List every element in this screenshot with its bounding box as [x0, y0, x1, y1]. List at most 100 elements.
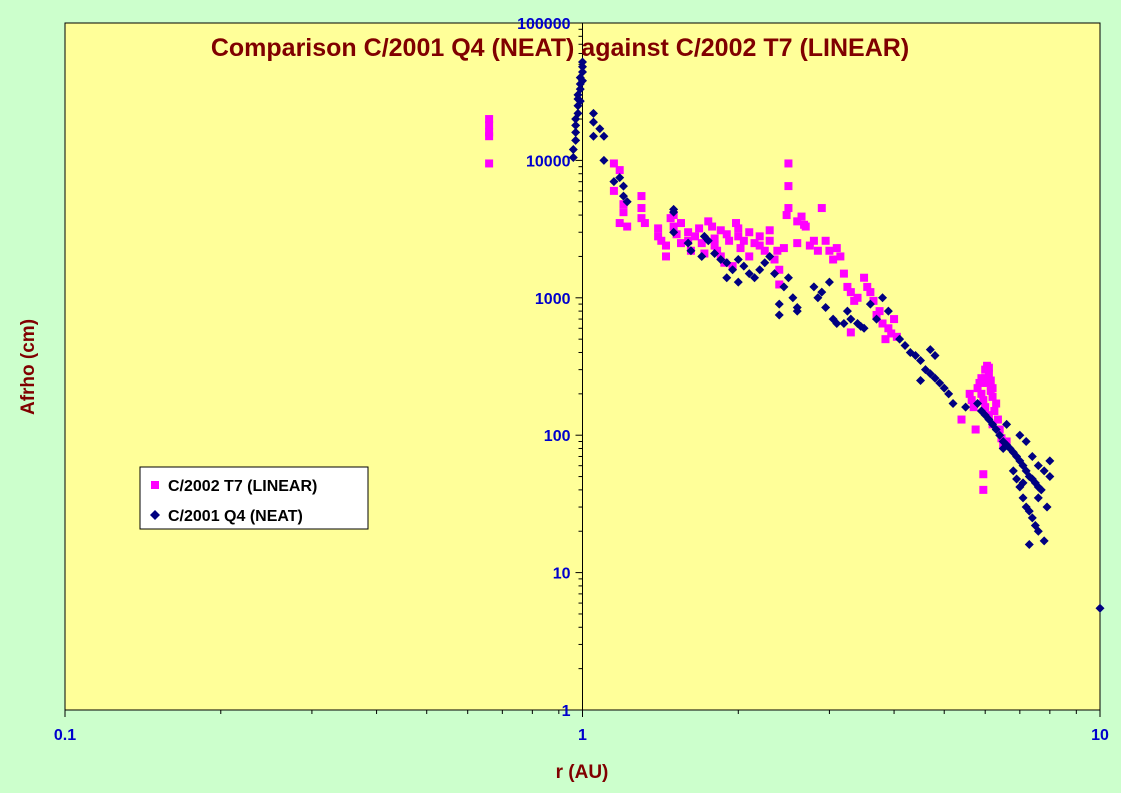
data-point-series-2 [846, 314, 856, 324]
data-point-series-2 [878, 293, 888, 303]
data-point-series-1 [755, 241, 764, 250]
data-point-series-1 [860, 273, 869, 282]
axes: 0.1 1 10 1 10 100 1000 10000 100000 [54, 16, 1109, 744]
data-point-series-2 [744, 269, 754, 279]
data-point-series-1 [846, 288, 855, 297]
data-point-series-2 [842, 306, 852, 316]
data-marks [485, 57, 1105, 613]
data-point-series-1 [892, 332, 901, 341]
data-point-series-2 [669, 227, 679, 237]
data-point-series-2 [935, 378, 945, 388]
data-point-series-2 [578, 76, 587, 86]
data-point-series-1 [990, 407, 999, 416]
data-point-series-1 [609, 159, 618, 168]
data-point-series-2 [571, 120, 581, 130]
data-point-series-2 [575, 96, 585, 106]
legend-marker-series-2 [150, 510, 160, 520]
legend: C/2002 T7 (LINEAR) C/2001 Q4 (NEAT) [139, 466, 369, 530]
data-point-series-1 [697, 239, 706, 248]
data-point-series-1 [981, 403, 990, 412]
data-point-series-2 [824, 277, 834, 287]
data-point-series-2 [618, 191, 628, 201]
data-point-series-2 [1008, 466, 1018, 476]
data-point-series-1 [986, 376, 995, 385]
data-point-series-1 [793, 239, 802, 248]
data-point-series-1 [619, 208, 628, 217]
y-tick-label: 1 [562, 703, 571, 720]
data-point-series-2 [765, 251, 775, 261]
data-point-series-1 [722, 230, 731, 239]
data-point-series-2 [839, 319, 849, 329]
data-point-series-2 [722, 273, 732, 283]
data-point-series-1 [739, 236, 748, 245]
data-point-series-1 [881, 335, 890, 344]
data-point-series-1 [710, 234, 719, 243]
data-point-series-2 [1027, 451, 1037, 461]
data-point-series-2 [995, 430, 1005, 440]
data-point-series-2 [609, 177, 619, 187]
data-point-series-1 [863, 282, 872, 291]
y-tick-label: 100000 [517, 16, 570, 33]
data-point-series-1 [975, 378, 984, 387]
data-point-series-2 [733, 254, 743, 264]
data-point-series-2 [595, 124, 605, 134]
data-point-series-2 [925, 345, 935, 355]
data-point-series-1 [875, 307, 884, 316]
data-point-series-1 [801, 222, 810, 231]
data-point-series-2 [622, 197, 632, 207]
data-point-series-1 [979, 396, 988, 405]
data-point-series-1 [713, 246, 722, 255]
data-point-series-1 [745, 252, 754, 261]
data-point-series-2 [1042, 502, 1052, 512]
data-point-series-2 [1095, 603, 1105, 613]
data-point-series-1 [760, 246, 769, 255]
data-point-series-2 [1024, 506, 1034, 516]
data-point-series-2 [817, 287, 827, 297]
y-axis-title: Afrho (cm) [18, 319, 39, 415]
data-point-series-1 [813, 246, 822, 255]
x-tick-label: 0.1 [54, 727, 76, 744]
data-point-series-1 [662, 241, 671, 250]
data-point-series-2 [571, 135, 581, 145]
data-point-series-1 [878, 319, 887, 328]
data-point-series-2 [750, 273, 760, 283]
data-point-series-2 [872, 314, 882, 324]
data-point-series-2 [1036, 485, 1046, 495]
data-point-series-2 [669, 204, 679, 214]
data-point-series-1 [615, 219, 624, 228]
data-point-series-2 [859, 323, 869, 333]
data-point-series-2 [930, 351, 940, 361]
data-point-series-1 [797, 212, 806, 221]
data-point-series-1 [977, 389, 986, 398]
data-point-series-1 [887, 329, 896, 338]
data-point-series-1 [884, 324, 893, 333]
data-point-series-1 [957, 415, 966, 424]
data-point-series-2 [1018, 461, 1028, 471]
data-point-series-2 [1021, 436, 1031, 446]
data-point-series-1 [988, 392, 997, 401]
data-point-series-2 [900, 340, 910, 350]
data-point-series-1 [853, 293, 862, 302]
data-point-series-2 [697, 251, 707, 261]
data-point-series-2 [578, 62, 587, 72]
legend-label-series-2: C/2001 Q4 (NEAT) [168, 508, 303, 525]
data-point-series-1 [993, 415, 1002, 424]
data-point-series-1 [869, 296, 878, 305]
data-point-series-2 [916, 376, 926, 386]
data-point-series-1 [750, 239, 759, 248]
data-point-series-2 [1033, 526, 1043, 536]
data-point-series-1 [637, 192, 646, 201]
data-point-series-2 [728, 265, 738, 275]
data-point-series-1 [637, 214, 646, 223]
data-point-series-2 [944, 389, 954, 399]
data-point-series-1 [775, 280, 784, 289]
data-point-series-2 [1012, 474, 1022, 484]
legend-marker-series-1 [151, 481, 159, 489]
data-point-series-1 [700, 249, 709, 258]
data-point-series-2 [573, 108, 583, 118]
data-point-series-1 [654, 232, 663, 241]
data-point-series-2 [599, 131, 609, 141]
data-point-series-2 [683, 238, 693, 248]
data-point-series-2 [568, 145, 578, 155]
data-point-series-2 [1018, 493, 1028, 503]
